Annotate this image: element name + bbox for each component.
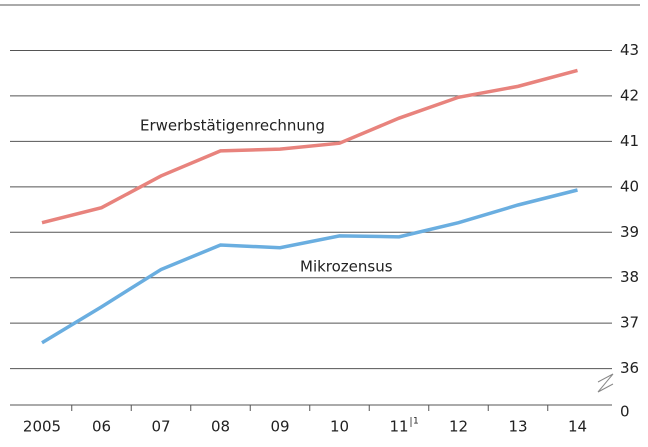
y-tick-label: 39 — [620, 223, 639, 241]
series-line — [41, 188, 578, 345]
x-tick-label: 12 — [449, 418, 468, 436]
y-tick-label: 36 — [620, 359, 639, 377]
x-tick-label: 07 — [151, 418, 170, 436]
x-tick-label: 09 — [270, 418, 289, 436]
x-tick-label: 06 — [92, 418, 111, 436]
axis-break-label: 0 — [620, 403, 630, 421]
y-tick-label: 41 — [620, 132, 639, 150]
y-tick-label: 40 — [620, 177, 639, 195]
y-tick-label: 42 — [620, 86, 639, 104]
x-tick-label: 08 — [211, 418, 230, 436]
footnote-marker: 1 — [413, 417, 419, 427]
axis-break — [597, 373, 614, 393]
y-tick-label: 43 — [620, 41, 639, 59]
x-tick-label: 10 — [330, 418, 349, 436]
x-tick-label: 14 — [568, 418, 587, 436]
x-tick-label: 2005 — [23, 418, 61, 436]
y-tick-label: 38 — [620, 268, 639, 286]
series-label: Erwerbstätigenrechnung — [140, 117, 325, 135]
x-tick-label: 13 — [508, 418, 527, 436]
y-tick-label: 37 — [620, 314, 639, 332]
series-label: Mikrozensus — [300, 258, 393, 276]
x-tick-label: 11 — [389, 418, 408, 436]
series-line — [41, 68, 578, 225]
